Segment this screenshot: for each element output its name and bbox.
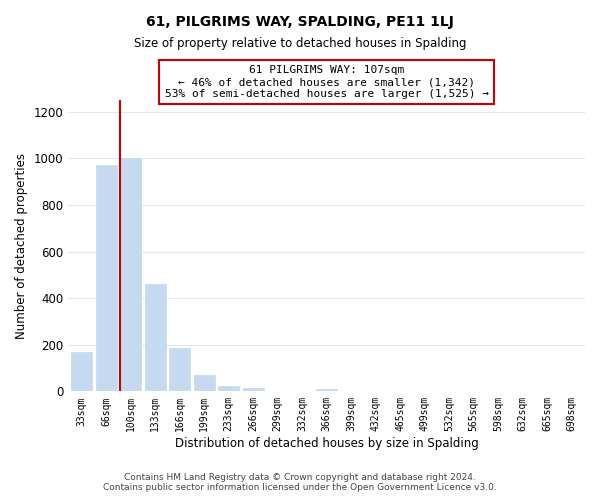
Bar — [145, 284, 166, 392]
Bar — [242, 388, 263, 392]
Bar — [194, 375, 215, 392]
Bar — [316, 388, 337, 392]
Text: Size of property relative to detached houses in Spalding: Size of property relative to detached ho… — [134, 38, 466, 51]
X-axis label: Distribution of detached houses by size in Spalding: Distribution of detached houses by size … — [175, 437, 478, 450]
Bar — [71, 352, 92, 392]
Bar — [120, 158, 141, 392]
Text: Contains HM Land Registry data © Crown copyright and database right 2024.
Contai: Contains HM Land Registry data © Crown c… — [103, 473, 497, 492]
Bar — [96, 166, 116, 392]
Y-axis label: Number of detached properties: Number of detached properties — [15, 152, 28, 338]
Text: 61 PILGRIMS WAY: 107sqm
← 46% of detached houses are smaller (1,342)
53% of semi: 61 PILGRIMS WAY: 107sqm ← 46% of detache… — [164, 66, 488, 98]
Bar — [218, 386, 239, 392]
Bar — [169, 348, 190, 392]
Text: 61, PILGRIMS WAY, SPALDING, PE11 1LJ: 61, PILGRIMS WAY, SPALDING, PE11 1LJ — [146, 15, 454, 29]
